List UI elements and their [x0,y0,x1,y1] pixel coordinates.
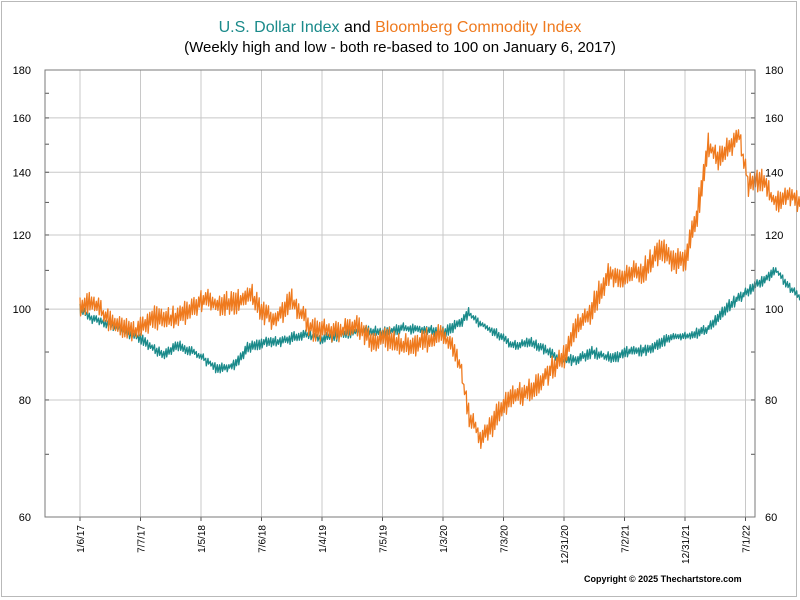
y-tick-label-left: 140 [13,167,31,179]
plot-area [45,70,755,517]
chart-subtitle: (Weekly high and low - both re-based to … [184,39,616,56]
x-tick-label: 7/2/21 [621,525,632,553]
title-bcom: Bloomberg Commodity Index [375,19,582,36]
x-tick-label: 7/1/22 [742,525,753,553]
y-tick-label-right: 60 [765,512,777,524]
y-tick-label-left: 120 [13,230,31,242]
chart-title: U.S. Dollar Index and Bloomberg Commodit… [0,19,800,37]
x-tick-label: 1/6/17 [76,525,87,553]
x-tick-label: 1/4/19 [318,525,329,553]
y-tick-label-left: 60 [19,512,31,524]
y-tick-label-right: 100 [765,304,783,316]
y-tick-label-right: 80 [765,395,777,407]
series-bcom-index [79,129,800,450]
x-tick-label: 12/31/20 [560,525,571,564]
title-and: and [339,19,376,36]
x-tick-label: 1/3/20 [439,525,450,553]
y-tick-label-right: 160 [765,113,783,125]
y-tick-label-right: 140 [765,167,783,179]
x-tick-label: 7/3/20 [500,525,511,553]
y-tick-label-left: 160 [13,113,31,125]
x-tick-label: 12/31/21 [681,525,692,564]
y-tick-label-left: 180 [13,65,31,77]
plot-border [44,69,756,518]
series-usd-index [79,266,800,374]
x-tick-label: 7/6/18 [258,525,269,553]
x-tick-label: 7/7/17 [137,525,148,553]
y-tick-label-left: 100 [13,304,31,316]
title-usd: U.S. Dollar Index [218,19,340,36]
copyright-notice: Copyright © 2025 Thechartstore.com [584,574,742,584]
y-tick-label-left: 80 [19,395,31,407]
x-tick-label: 7/5/19 [379,525,390,553]
x-tick-label: 1/5/18 [197,525,208,553]
y-tick-label-right: 120 [765,230,783,242]
y-tick-label-right: 180 [765,65,783,77]
